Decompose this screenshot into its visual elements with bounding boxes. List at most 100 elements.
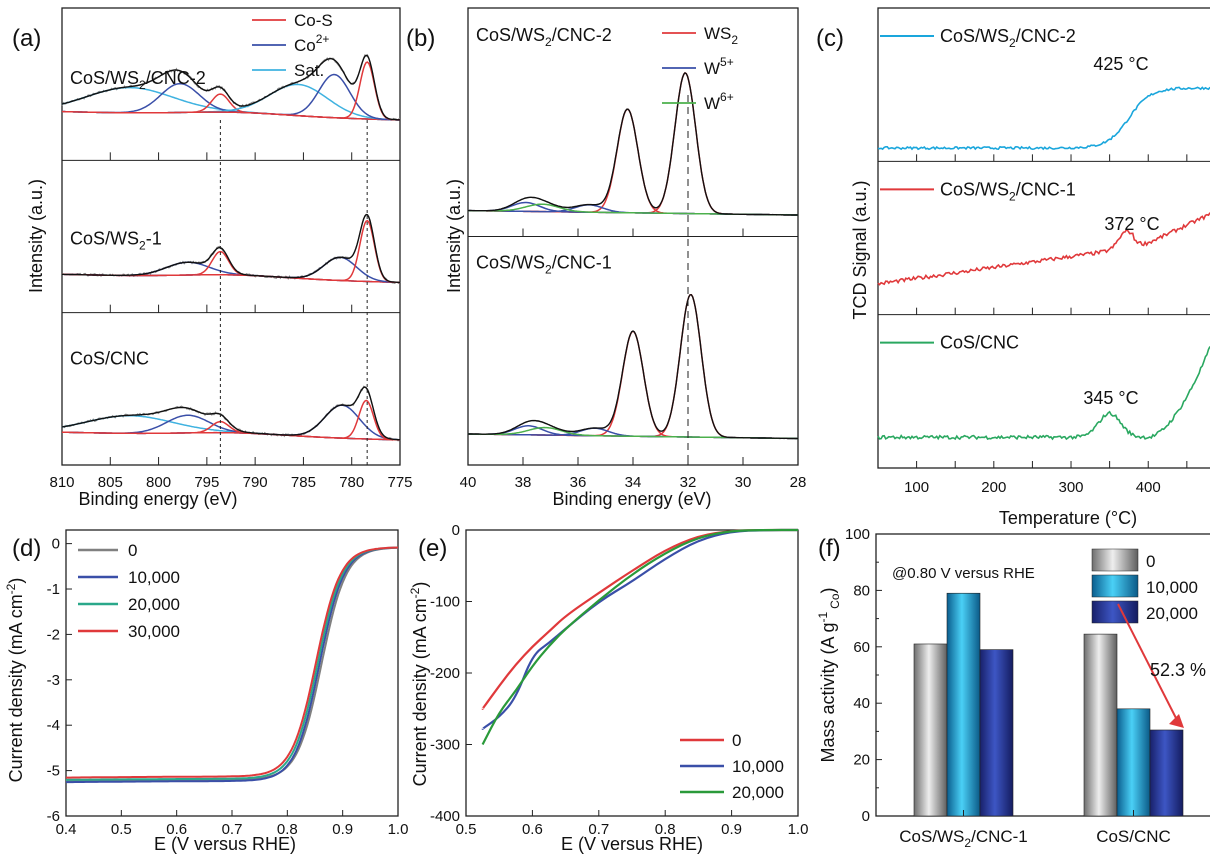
tcd-line xyxy=(877,86,1210,151)
legend-label: Co-S xyxy=(294,11,333,30)
panel-f-ylabel-sub: Co xyxy=(828,593,842,609)
panel-d-plot: 0.4 0.5 0.6 0.7 0.8 0.9 1.0 0 -1 -2 -3 -4 -5 -6 0 10,00… xyxy=(47,529,409,838)
peak-ws2 xyxy=(468,71,798,216)
x-tick-label: 1.0 xyxy=(388,821,409,838)
panel-f-ylabel-sup: -1 xyxy=(816,611,830,622)
panel-a-xlabel: Binding energy (eV) xyxy=(78,489,237,509)
panel-b-letter: (b) xyxy=(406,25,435,52)
bar xyxy=(1083,633,1118,817)
raw-data-line xyxy=(467,294,799,440)
peak-ws2 xyxy=(468,294,798,440)
x-tick-label: 0.4 xyxy=(56,821,77,838)
bar xyxy=(1149,729,1184,817)
panel-b: CoS/WS2/CNC-2 CoS/WS2/CNC-1 40 38 36 34 32 30 28… xyxy=(406,7,807,509)
envelope-line xyxy=(468,71,798,216)
panel-f-ylabel-tail: ) xyxy=(818,587,838,593)
y-tick-label: 100 xyxy=(845,526,870,543)
category-label: CoS/WS2/CNC-1 xyxy=(899,827,1028,850)
legend-label: 10,000 xyxy=(1146,578,1198,597)
category-label: CoS/CNC xyxy=(1096,827,1171,846)
x-tick-label: 34 xyxy=(625,474,642,491)
y-tick-label: -1 xyxy=(47,581,60,598)
peak-w6 xyxy=(468,426,798,440)
peak-cos xyxy=(62,61,401,121)
legend-label: Sat. xyxy=(294,61,324,80)
y-tick-label: 20 xyxy=(853,752,870,769)
bar xyxy=(946,592,981,817)
plot-frame xyxy=(61,7,401,466)
x-tick-label: 0.6 xyxy=(166,821,187,838)
panel-e-ylabel-sup: -2 xyxy=(408,587,422,598)
peak-annotation: 345 °C xyxy=(1083,388,1138,408)
x-tick-label: 38 xyxy=(515,474,532,491)
legend-label: WS2 xyxy=(704,24,738,47)
lsv-line xyxy=(66,546,399,779)
legend-label: 0 xyxy=(732,731,741,750)
x-tick-label: 775 xyxy=(387,474,412,491)
subplot-label: CoS/WS2/CNC-2 xyxy=(476,25,612,49)
x-tick-label: 400 xyxy=(1136,479,1161,496)
x-tick-label: 1.0 xyxy=(788,821,809,838)
panel-d: 0.4 0.5 0.6 0.7 0.8 0.9 1.0 0 -1 -2 -3 -4 -5 -6 0 10,00… xyxy=(4,529,409,854)
legend-swatch xyxy=(1091,574,1139,598)
series-label: CoS/WS2/CNC-2 xyxy=(940,26,1076,50)
y-tick-label: 0 xyxy=(52,536,60,553)
lsv-line xyxy=(65,546,398,781)
panel-a: CoS/WS2/CNC-2 CoS/WS2-1 CoS/CNC 810 805 800 79… xyxy=(12,7,413,509)
envelope-line xyxy=(61,386,401,441)
y-tick-label: 0 xyxy=(862,808,870,825)
legend-label: Co2+ xyxy=(294,32,329,55)
panel-b-xlabel: Binding energy (eV) xyxy=(552,489,711,509)
panel-f-plot: 0 20 40 60 80 100 CoS/WS2/CNC-1 CoS/CNC @0.80 V … xyxy=(845,526,1210,850)
panel-e-ylabel-base: Current density (mA cm xyxy=(410,598,430,786)
plot-frame xyxy=(65,529,399,817)
peak-w6 xyxy=(468,203,798,216)
raw-data-line xyxy=(467,71,799,216)
lsv-line xyxy=(66,546,399,782)
panel-c: 100 200 300 400 CoS/WS2/CNC-2 CoS/WS2/CNC-1 Co… xyxy=(816,7,1210,528)
y-tick-label: -200 xyxy=(430,665,460,682)
panel-c-plot: 100 200 300 400 CoS/WS2/CNC-2 CoS/WS2/CNC-1 Co… xyxy=(877,7,1210,496)
panel-b-ylabel: Intensity (a.u.) xyxy=(444,179,464,293)
panel-f-letter: (f) xyxy=(818,535,841,562)
panel-e-letter: (e) xyxy=(418,535,447,562)
y-tick-label: -2 xyxy=(47,626,60,643)
x-tick-label: 0.9 xyxy=(332,821,353,838)
lsv-line xyxy=(66,546,399,784)
x-tick-label: 0.6 xyxy=(522,821,543,838)
panel-d-ylabel: Current density (mA cm-2) xyxy=(4,578,26,783)
x-tick-label: 0.5 xyxy=(456,821,477,838)
subplot-label: CoS/WS2/CNC-1 xyxy=(476,253,612,277)
panel-c-letter: (c) xyxy=(816,25,844,52)
x-tick-label: 785 xyxy=(291,474,316,491)
panel-c-xlabel: Temperature (°C) xyxy=(999,508,1137,528)
panel-d-ylabel-sup: -2 xyxy=(4,583,18,594)
y-tick-label: 40 xyxy=(853,695,870,712)
y-tick-label: -400 xyxy=(430,808,460,825)
y-tick-label: 60 xyxy=(853,639,870,656)
y-tick-label: -3 xyxy=(47,672,60,689)
legend-label: 0 xyxy=(1146,552,1155,571)
panel-d-ylabel-tail: ) xyxy=(6,578,26,584)
x-tick-label: 0.7 xyxy=(222,821,243,838)
legend-swatch xyxy=(1091,548,1139,572)
panel-e-ylabel: Current density (mA cm-2) xyxy=(408,582,430,787)
envelope-line xyxy=(61,54,401,121)
y-tick-label: -300 xyxy=(430,737,460,754)
x-tick-label: 0.8 xyxy=(277,821,298,838)
envelope-line xyxy=(62,213,401,284)
peak-annotation: 372 °C xyxy=(1104,214,1159,234)
decay-arrow-head xyxy=(1169,713,1184,728)
x-tick-label: 810 xyxy=(49,474,74,491)
x-tick-label: 28 xyxy=(790,474,807,491)
x-tick-label: 795 xyxy=(194,474,219,491)
legend-label: 0 xyxy=(128,541,137,560)
subplot-label: CoS/CNC xyxy=(70,349,149,369)
x-tick-label: 0.7 xyxy=(588,821,609,838)
x-tick-label: 805 xyxy=(98,474,123,491)
panel-f-ylabel: Mass activity (A g-1 Co) xyxy=(816,587,842,762)
panel-d-xlabel: E (V versus RHE) xyxy=(154,834,296,854)
envelope-line xyxy=(468,294,798,440)
peak-cos xyxy=(62,399,400,441)
